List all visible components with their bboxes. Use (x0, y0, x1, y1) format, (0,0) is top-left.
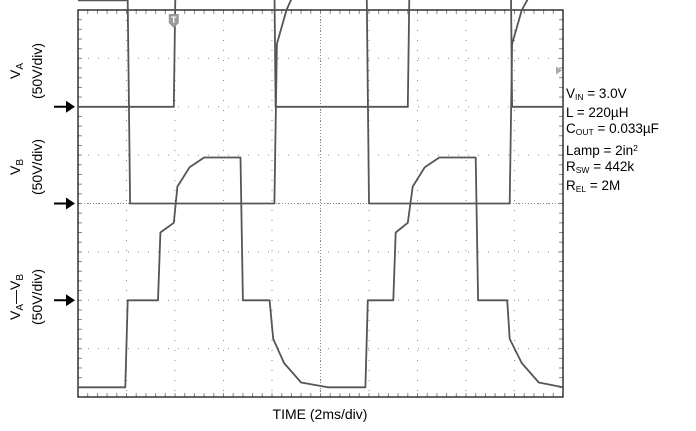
trace-channel-2 (78, 0, 529, 205)
channel-b-label: VB (50V/div) (7, 138, 45, 196)
param-cout: COUT = 0.033µF (566, 121, 659, 137)
x-axis-label: TIME (2ms/div) (272, 406, 368, 422)
plot-frame (77, 9, 564, 398)
trigger-marker-letter: T (171, 15, 177, 25)
trigger-marker-icon (168, 14, 179, 28)
trace-channel-3 (78, 156, 564, 389)
test-conditions: VIN = 3.0V L = 220µH COUT = 0.033µF Lamp… (566, 86, 659, 197)
trigger-level-icon (556, 66, 562, 75)
param-rel: REL = 2M (566, 178, 621, 194)
param-rsw: RSW = 442k (566, 159, 635, 175)
ground-arrow-icon (66, 197, 75, 210)
channel-a-label: VA (50V/div) (7, 42, 45, 100)
channel-diff-label: VA—VB (50V/div) (7, 268, 45, 326)
param-inductor: L = 220µH (566, 105, 629, 120)
param-vin: VIN = 3.0V (566, 86, 627, 102)
trace-channel-1 (78, 0, 563, 108)
param-lamp: Lamp = 2in2 (566, 143, 638, 158)
ground-arrow-icon (66, 100, 75, 113)
ground-arrow-icon (66, 294, 75, 307)
